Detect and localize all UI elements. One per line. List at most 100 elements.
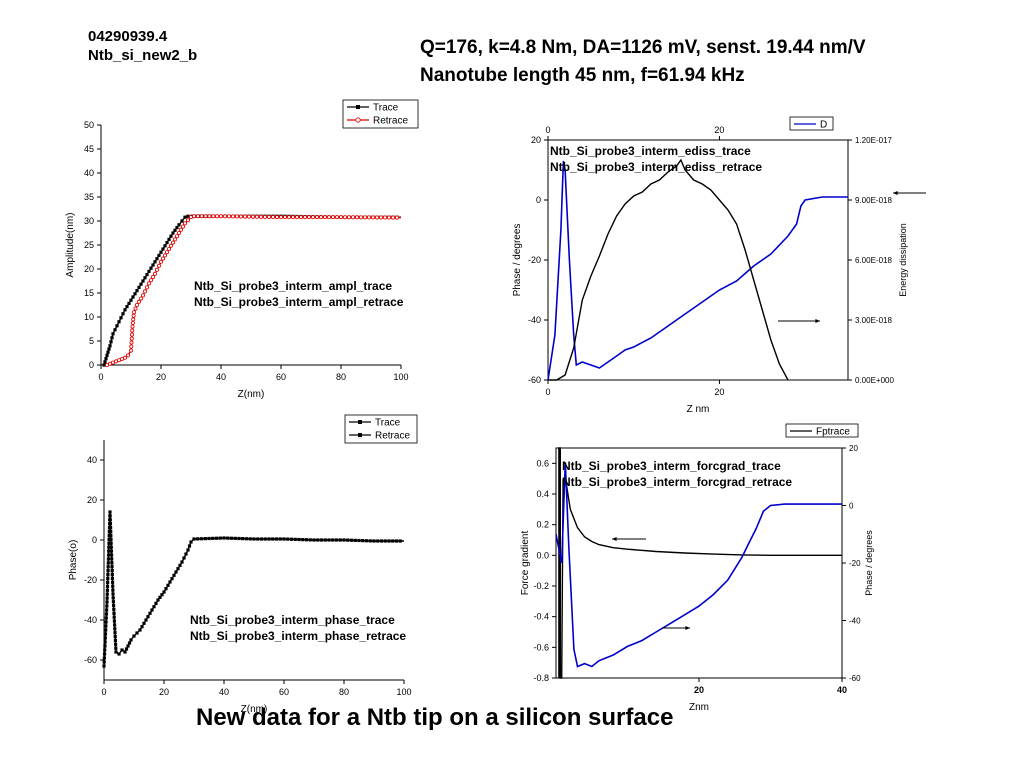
amplitude-point [130,320,135,325]
amplitude-point [282,215,287,220]
phase-point [105,604,109,608]
phase-point [162,590,166,594]
forcgrad-y2tick-label: 20 [849,444,858,453]
phase-point [398,539,402,543]
forcgrad-y2-axis-label: Phase / degrees [864,530,874,596]
forcgrad-y2tick-label: -20 [849,559,861,568]
amplitude-point [162,253,167,258]
amplitude-point [106,350,110,354]
amplitude-legend-label: Retrace [373,116,408,127]
phase-point [316,538,320,542]
phase-ytick-label: 20 [87,495,97,505]
phase-point [357,538,361,543]
phase-legend-marker [358,420,362,424]
amplitude-point [174,234,179,239]
phase-point [110,557,114,561]
amplitude-point [142,289,147,294]
phase-point [140,625,144,629]
phase-point [226,536,230,540]
phase-legend [344,414,418,444]
amplitude-point [180,219,184,223]
amplitude-point [156,263,161,268]
phase-point [113,638,117,642]
ediss-y-axis-label: Phase / degrees [512,224,523,297]
ediss-ytick-label: -20 [528,255,541,265]
forcgrad-xtick-label: 20 [694,685,704,695]
amplitude-legend-marker [355,117,361,123]
ediss-left-axis-arrow-head [815,319,820,323]
phase-point [120,648,124,652]
forcgrad-ytick-label: 0.0 [536,550,549,560]
amplitude-point [123,308,127,312]
phase-point [105,608,109,612]
amplitude-point [394,215,399,220]
amplitude-point [175,225,179,230]
phase-point [289,537,294,541]
phase-point [178,563,182,567]
phase-point [111,596,115,600]
phase-point [123,650,127,654]
phase-point [214,536,219,540]
amplitude-point [154,267,159,272]
amplitude-point [215,214,220,219]
amplitude-point [146,281,151,286]
amplitude-ytick-label: 40 [84,168,94,178]
amplitude-point [151,263,155,267]
phase-point [353,538,357,542]
amplitude-point [169,234,173,238]
amplitude-point [246,214,251,219]
amplitude-point [127,301,131,305]
amplitude-point [203,214,208,219]
phase-point [103,636,107,640]
amplitude-point [211,214,216,219]
amplitude-point [290,215,295,220]
phase-xtick-label: 20 [159,687,169,697]
amplitude-point [144,285,149,290]
phase-point [256,537,260,541]
ediss-x-axis-label: Z nm [687,404,710,415]
phase-point [105,596,109,600]
amplitude-point [183,215,187,219]
phase-point [331,538,335,542]
params-line-1: Q=176, k=4.8 Nm, DA=1126 mV, senst. 19.4… [420,37,866,58]
amplitude-point [160,256,165,261]
amplitude-point [180,224,185,229]
phase-point [109,533,113,538]
phase-point [108,510,112,514]
phase-point [187,544,192,548]
amplitude-point [121,312,125,316]
amplitude-point [104,357,108,361]
amplitude-point [182,221,187,226]
amplitude-point [137,285,141,289]
amplitude-y-axis-label: Amplitude(nm) [65,212,76,277]
amplitude-point [110,336,114,340]
phase-point [102,664,106,668]
amplitude-point [102,363,106,367]
amplitude-ytick-label: 50 [84,120,94,130]
amplitude-point [159,250,163,254]
ediss-y2tick-label: 3.00E-018 [855,316,892,325]
ediss-xtick-label: 0 [545,387,550,397]
amplitude-point [254,214,259,219]
phase-point [103,648,107,652]
phase-point [387,539,391,543]
amplitude-point [123,355,128,360]
amplitude-point [143,276,147,280]
amplitude-ytick-label: 10 [84,312,94,322]
phase-point [150,608,154,612]
amplitude-point [342,215,347,220]
phase-point [106,565,110,569]
amplitude-point [131,313,136,318]
amplitude-point [153,260,157,264]
amplitude-point [133,292,137,296]
amplitude-legend [342,99,419,129]
phase-point [189,540,193,544]
phase-point [104,612,109,616]
phase-point [368,539,372,543]
phase-point [105,584,110,588]
phase-point [304,538,309,542]
amplitude-point [157,253,161,257]
forcgrad-annotation: Ntb_Si_probe3_interm_forcgrad_trace [562,459,781,473]
phase-point [109,545,113,549]
phase-point [110,565,114,569]
